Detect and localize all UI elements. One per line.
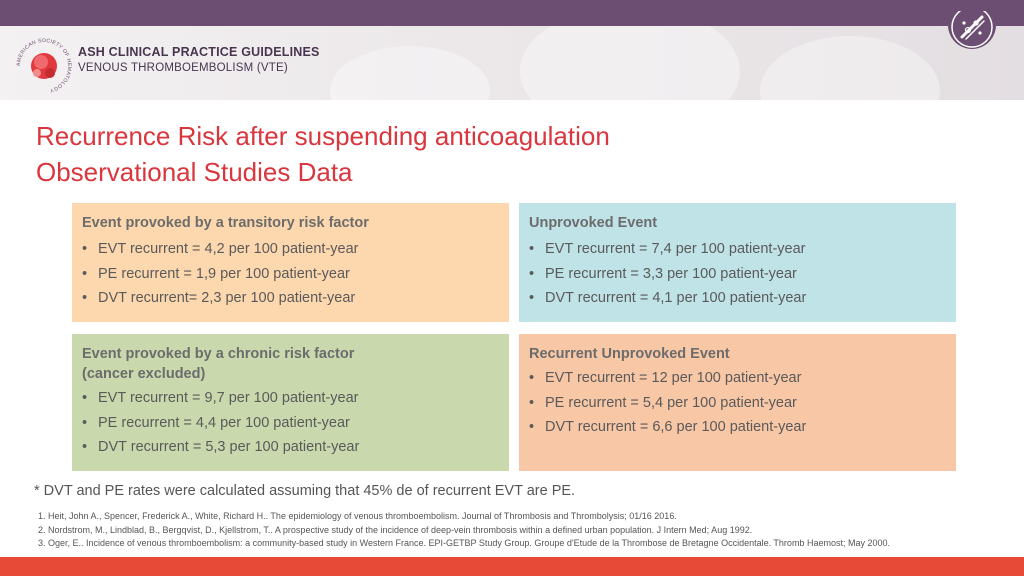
- list-item: • EVT recurrent = 12 per 100 patient-year: [529, 366, 946, 391]
- list-item: • EVT recurrent = 9,7 per 100 patient-yea…: [82, 386, 499, 411]
- bottom-band: [0, 557, 1024, 576]
- list-item: • PE recurrent = 4,4 per 100 patient-year: [82, 411, 499, 436]
- list-item: • DVT recurrent = 6,6 per 100 patient-yea…: [529, 415, 946, 440]
- bullet-icon: •: [82, 414, 88, 431]
- list-item: • DVT recurrent= 2,3 per 100 patient-year: [82, 286, 499, 311]
- reference-item: 1. Heit, John A., Spencer, Frederick A.,…: [38, 511, 677, 521]
- bullet-icon: •: [529, 394, 535, 411]
- bullet-icon: •: [82, 265, 88, 282]
- list-item: • EVT recurrent = 7,4 per 100 patient-yea…: [529, 237, 946, 262]
- reference-item: 2. Nordstrom, M., Lindblad, B., Bergqvis…: [38, 524, 753, 535]
- box-recurrent-unprovoked: Recurrent Unprovoked Event • EVT recurren…: [519, 334, 956, 471]
- list-item-text: PE recurrent = 1,9 per 100 patient-year: [98, 265, 350, 282]
- box-list: • EVT recurrent = 12 per 100 patient-year…: [529, 366, 946, 440]
- list-item-text: PE recurrent = 4,4 per 100 patient-year: [98, 414, 350, 431]
- bullet-icon: •: [529, 265, 535, 282]
- box-heading: Event provoked by a chronic risk factor …: [82, 344, 499, 384]
- box-heading: Event provoked by a transitory risk fact…: [82, 215, 369, 231]
- list-item-text: DVT recurrent= 2,3 per 100 patient-year: [98, 290, 356, 306]
- page-title: Recurrence Risk after suspending anticoa…: [36, 118, 610, 190]
- list-item-text: EVT recurrent = 7,4 per 100 patient-year: [545, 241, 806, 257]
- bullet-icon: •: [82, 290, 88, 306]
- brand-title: ASH CLINICAL PRACTICE GUIDELINES: [78, 45, 320, 59]
- list-item: • EVT recurrent = 4,2 per 100 patient-yea…: [82, 237, 499, 262]
- top-band: [0, 0, 1024, 26]
- list-item-text: EVT recurrent = 12 per 100 patient-year: [545, 370, 802, 386]
- bullet-icon: •: [529, 419, 535, 435]
- list-item: • PE recurrent = 1,9 per 100 patient-year: [82, 262, 499, 287]
- list-item: • DVT recurrent = 4,1 per 100 patient-yea…: [529, 286, 946, 311]
- list-item: • PE recurrent = 3,3 per 100 patient-year: [529, 262, 946, 287]
- blood-vessel-icon: [948, 11, 996, 49]
- brand-subtitle: VENOUS THROMBOEMBOLISM (VTE): [78, 62, 288, 74]
- header-decoration: [520, 26, 740, 100]
- header-banner: [0, 26, 1024, 100]
- box-heading-line-1: Event provoked by a chronic risk factor: [82, 346, 355, 362]
- bullet-icon: •: [529, 241, 535, 257]
- box-list: • EVT recurrent = 9,7 per 100 patient-yea…: [82, 386, 499, 460]
- list-item-text: EVT recurrent = 9,7 per 100 patient-year: [98, 390, 359, 406]
- list-item-text: DVT recurrent = 4,1 per 100 patient-year: [545, 290, 807, 306]
- box-heading-line-2: (cancer excluded): [82, 366, 206, 382]
- box-heading: Recurrent Unprovoked Event: [529, 346, 730, 362]
- ash-logo-icon: AMERICAN SOCIETY OF HEMATOLOGY: [16, 38, 72, 93]
- box-transitory-risk: Event provoked by a transitory risk fact…: [72, 203, 509, 322]
- list-item: • PE recurrent = 5,4 per 100 patient-year: [529, 391, 946, 416]
- list-item-text: DVT recurrent = 5,3 per 100 patient-year: [98, 439, 360, 455]
- bullet-icon: •: [82, 390, 88, 406]
- header-decoration: [330, 46, 490, 100]
- bullet-icon: •: [529, 290, 535, 306]
- box-chronic-risk: Event provoked by a chronic risk factor …: [72, 334, 509, 471]
- list-item-text: PE recurrent = 3,3 per 100 patient-year: [545, 265, 797, 282]
- title-line-2: Observational Studies Data: [36, 157, 353, 187]
- box-list: • EVT recurrent = 7,4 per 100 patient-yea…: [529, 237, 946, 311]
- list-item-text: DVT recurrent = 6,6 per 100 patient-year: [545, 419, 807, 435]
- references: 1. Heit, John A., Spencer, Frederick A.,…: [38, 510, 890, 551]
- footnote: * DVT and PE rates were calculated assum…: [34, 483, 576, 499]
- bullet-icon: •: [529, 370, 535, 386]
- list-item-text: PE recurrent = 5,4 per 100 patient-year: [545, 394, 797, 411]
- box-unprovoked: Unprovoked Event • EVT recurrent = 7,4 pe…: [519, 203, 956, 322]
- title-line-1: Recurrence Risk after suspending anticoa…: [36, 121, 610, 151]
- bullet-icon: •: [82, 241, 88, 257]
- bullet-icon: •: [82, 439, 88, 455]
- header-decoration: [760, 36, 940, 100]
- box-list: • EVT recurrent = 4,2 per 100 patient-yea…: [82, 237, 499, 311]
- box-heading: Unprovoked Event: [529, 215, 658, 231]
- list-item: • DVT recurrent = 5,3 per 100 patient-yea…: [82, 435, 499, 460]
- list-item-text: EVT recurrent = 4,2 per 100 patient-year: [98, 241, 359, 257]
- reference-item: 3. Oger, E.. Incidence of venous thrombo…: [38, 538, 890, 548]
